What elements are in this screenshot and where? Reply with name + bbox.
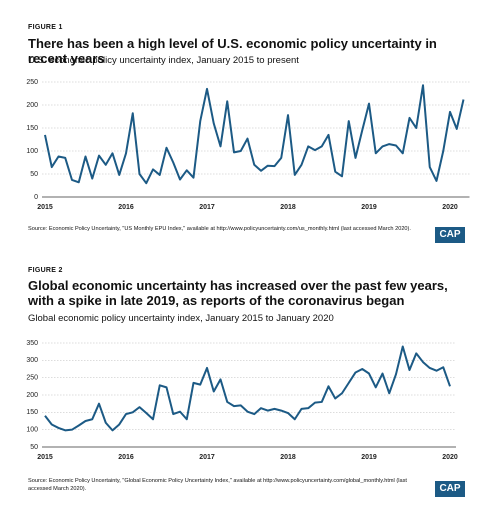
source: Source: Economic Policy Uncertainty, "Gl… (28, 478, 407, 492)
y-tick-label: 250 (26, 79, 38, 86)
x-tick-label: 2020 (442, 454, 458, 461)
x-tick-label: 2017 (199, 204, 215, 211)
chart-title: There has been a high level of U.S. econ… (28, 36, 437, 66)
logo: CAP (435, 481, 465, 497)
logo: CAP (435, 227, 465, 243)
y-tick-label: 0 (34, 194, 38, 201)
y-tick-label: 150 (26, 409, 38, 416)
y-tick-label: 250 (26, 375, 38, 382)
figure-label: FIGURE 2 (28, 267, 63, 274)
x-tick-label: 2018 (280, 454, 296, 461)
y-tick-label: 100 (26, 148, 38, 155)
source: Source: Economic Policy Uncertainty, "US… (28, 226, 411, 232)
chart-subtitle: U.S. economic policy uncertainty index, … (28, 55, 299, 66)
data-line (44, 84, 465, 185)
x-tick-label: 2019 (361, 454, 377, 461)
y-tick-label: 150 (26, 125, 38, 132)
y-tick-label: 50 (30, 171, 38, 178)
chart-title: Global economic uncertainty has increase… (28, 278, 448, 308)
y-tick-label: 300 (26, 357, 38, 364)
x-tick-label: 2019 (361, 204, 377, 211)
x-tick-label: 2016 (118, 204, 134, 211)
figure-label: FIGURE 1 (28, 24, 63, 31)
y-tick-label: 100 (26, 427, 38, 434)
x-tick-label: 2017 (199, 454, 215, 461)
data-line (44, 345, 451, 432)
chart-subtitle: Global economic policy uncertainty index… (28, 313, 334, 324)
y-tick-label: 200 (26, 392, 38, 399)
x-tick-label: 2015 (37, 204, 53, 211)
x-tick-label: 2015 (37, 454, 53, 461)
y-tick-label: 50 (30, 444, 38, 451)
x-tick-label: 2018 (280, 204, 296, 211)
y-tick-label: 200 (26, 102, 38, 109)
y-tick-label: 350 (26, 340, 38, 347)
x-tick-label: 2020 (442, 204, 458, 211)
x-tick-label: 2016 (118, 454, 134, 461)
